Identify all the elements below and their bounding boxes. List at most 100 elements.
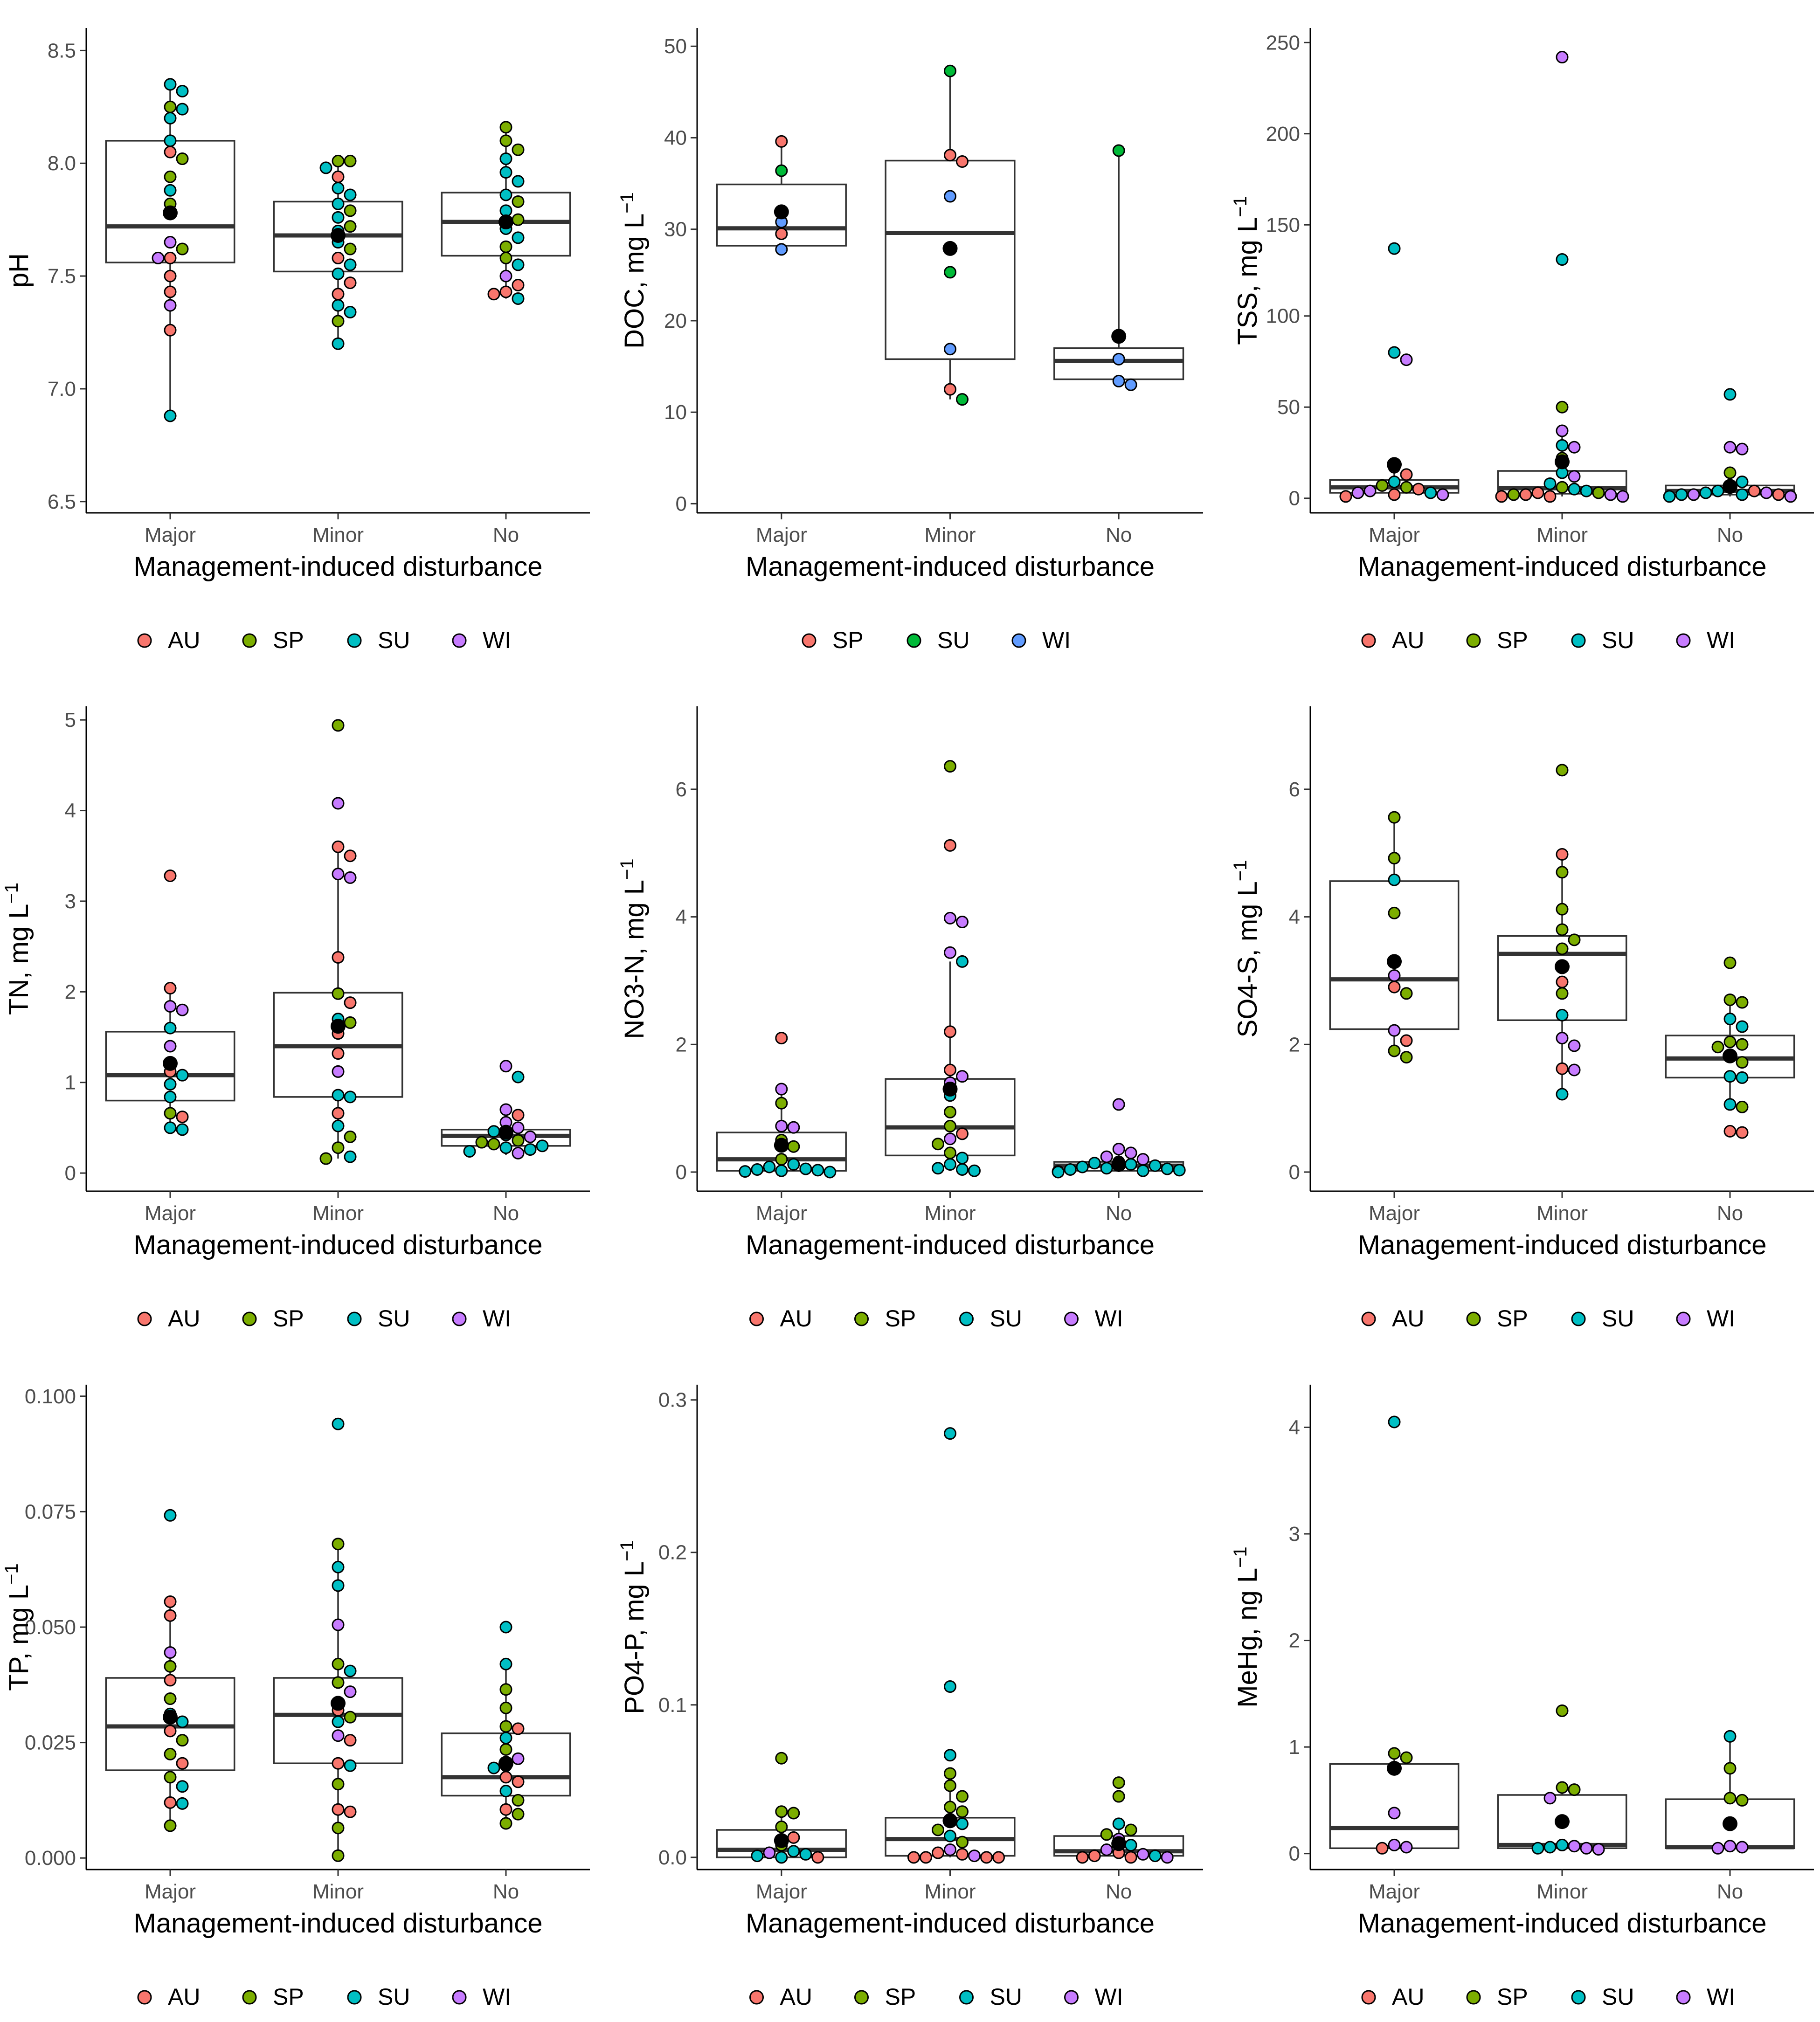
data-point-su: [787, 1158, 800, 1171]
data-point-wi: [1711, 1842, 1724, 1855]
data-point-sp: [1723, 466, 1737, 479]
legend-label: AU: [1392, 627, 1424, 653]
data-point-sp: [499, 1817, 512, 1830]
data-point-su: [956, 1163, 969, 1176]
data-point-au: [344, 276, 357, 290]
data-point-wi: [499, 269, 512, 283]
data-point-su: [932, 1162, 944, 1175]
data-point-wi: [1400, 353, 1413, 366]
data-point-sp: [1507, 488, 1520, 501]
data-point-wi: [499, 1103, 512, 1116]
data-point-su: [1675, 488, 1688, 501]
data-point-sp: [319, 1152, 332, 1165]
y-axis-title-text: SO4-S, mg L: [1232, 881, 1263, 1037]
data-point-au: [164, 982, 177, 995]
x-tick-label: Major: [145, 1880, 196, 1903]
data-point-sp: [1723, 993, 1737, 1006]
legend-key-su: [347, 1311, 362, 1326]
y-axis-title: DOC, mg L−1: [617, 192, 650, 349]
data-point-su: [512, 1070, 525, 1083]
legend-key-su: [907, 633, 921, 648]
legend-label: AU: [168, 627, 200, 653]
y-tick-label: 50: [1277, 396, 1300, 419]
data-point-sp: [332, 315, 345, 328]
data-point-sp: [1388, 1747, 1401, 1760]
data-point-sp: [499, 134, 512, 147]
y-axis-title-superscript: −1: [617, 192, 637, 214]
data-point-wi: [1568, 441, 1581, 454]
legend-key-au: [1361, 1990, 1376, 2005]
panel-7: 0.000 0.025 0.050 0.075 0.100 Major Minor No Man…: [1, 1385, 590, 2010]
data-point-su: [1149, 1159, 1162, 1172]
data-point-wi: [1136, 1848, 1149, 1861]
legend-label: SP: [885, 1305, 916, 1332]
legend: AU SP SU WI: [749, 1305, 1123, 1332]
x-tick-label: Major: [756, 1202, 807, 1225]
x-axis-title: Management-induced disturbance: [1358, 1230, 1767, 1260]
data-point-su: [1556, 439, 1569, 452]
y-tick-label: 0.3: [658, 1389, 687, 1412]
data-point-sp: [164, 1747, 177, 1760]
y-tick-label: 4: [676, 906, 687, 929]
data-point-au: [499, 285, 512, 298]
data-point-wi: [164, 236, 177, 249]
data-point-su: [1736, 476, 1749, 489]
data-point-sp: [1556, 481, 1569, 494]
data-point-au: [332, 1803, 345, 1816]
data-point-su: [499, 166, 512, 179]
x-tick-label: Minor: [1536, 524, 1588, 546]
data-point-su: [499, 1141, 512, 1154]
data-point-wi: [1351, 486, 1364, 499]
data-point-sp: [512, 143, 525, 156]
data-point-su: [499, 1732, 512, 1745]
y-tick-label: 0.050: [25, 1616, 76, 1639]
legend-key-su: [347, 633, 362, 648]
legend-label: WI: [1095, 1305, 1123, 1332]
data-point-wi: [512, 1146, 525, 1159]
legend-label: AU: [780, 1305, 812, 1332]
mean-point: [163, 205, 178, 221]
data-point-sp: [944, 1801, 956, 1814]
legend-key-wi: [452, 1990, 467, 2005]
panel-1: 6.5 7.0 7.5 8.0 8.5 Major Minor No Management-in…: [4, 28, 590, 653]
x-tick-label: No: [493, 1880, 519, 1903]
data-point-au: [344, 849, 357, 863]
data-point-sp: [164, 1660, 177, 1673]
data-point-au: [344, 996, 357, 1009]
data-point-wi: [775, 243, 788, 256]
legend-key-wi: [452, 633, 467, 648]
y-tick-label: 0.100: [25, 1385, 76, 1408]
panel-2: 0 10 20 30 40 50 Major Minor No Management-induce…: [617, 28, 1203, 653]
data-point-sp: [1400, 1751, 1413, 1764]
legend-key-au: [749, 1990, 764, 2005]
y-tick-label: 40: [664, 126, 687, 149]
data-point-su: [944, 1749, 956, 1762]
data-point-au: [1076, 1851, 1089, 1864]
data-point-sp: [1723, 956, 1737, 969]
legend-label: WI: [1707, 627, 1735, 653]
data-point-wi: [344, 1685, 357, 1698]
legend-key-au: [137, 633, 152, 648]
data-point-sp: [944, 1146, 956, 1159]
data-point-su: [944, 1427, 956, 1440]
data-point-su: [944, 1680, 956, 1693]
data-point-wi: [164, 1646, 177, 1659]
data-point-au: [1723, 1125, 1737, 1138]
data-point-sp: [1400, 481, 1413, 494]
legend-key-au: [137, 1990, 152, 2005]
data-point-wi: [1100, 1150, 1113, 1163]
data-point-sp: [164, 170, 177, 183]
mean-point: [331, 228, 346, 243]
y-tick-label: 4: [1289, 906, 1300, 929]
data-point-sp: [1556, 866, 1569, 879]
data-point-su: [164, 1090, 177, 1104]
mean-point: [774, 1833, 789, 1848]
data-point-su: [1723, 388, 1737, 401]
legend-key-sp: [1466, 633, 1481, 648]
data-point-sp: [944, 383, 956, 396]
data-point-su: [1088, 1157, 1101, 1170]
data-point-au: [164, 269, 177, 283]
legend-key-au: [749, 1311, 764, 1326]
data-point-au: [164, 1725, 177, 1738]
x-tick-label: Major: [1369, 1202, 1420, 1225]
